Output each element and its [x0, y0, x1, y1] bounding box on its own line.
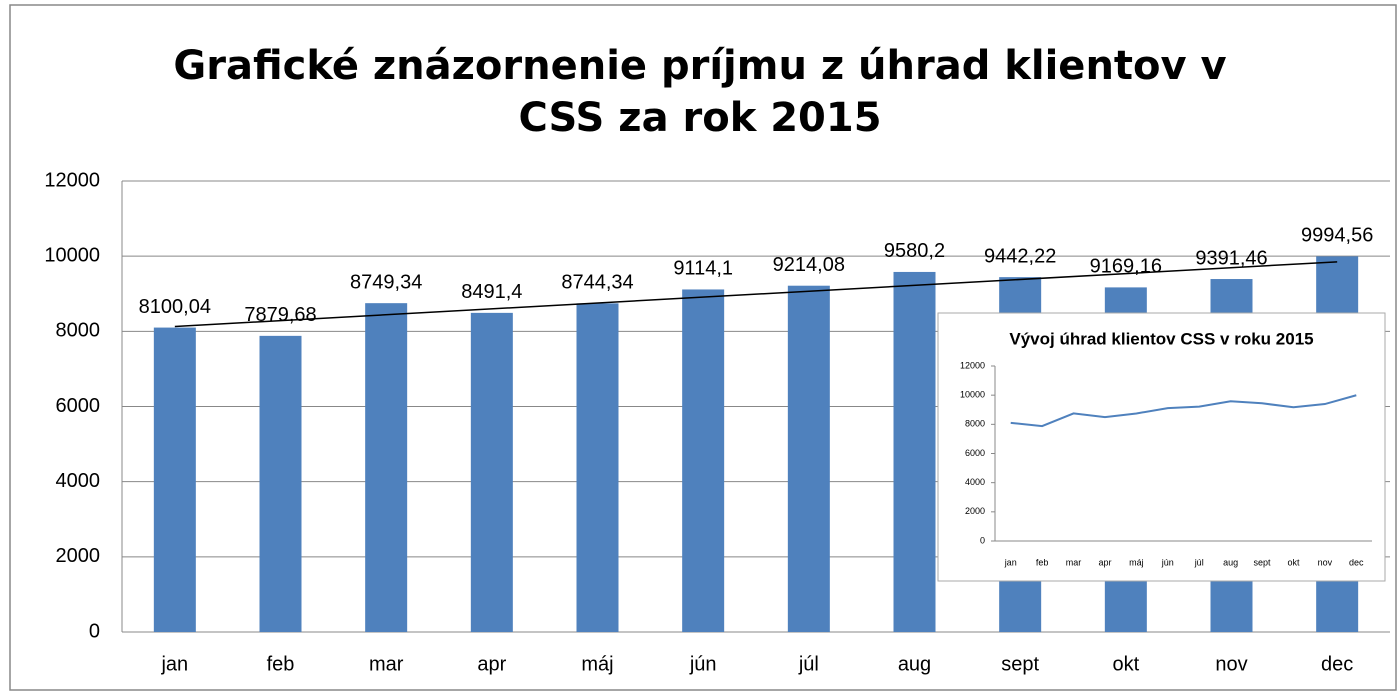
- data-label: 8744,34: [561, 272, 633, 294]
- x-tick-label: apr: [1098, 557, 1111, 567]
- inset-background: [937, 312, 1386, 582]
- x-tick-label: dec: [1321, 653, 1353, 675]
- data-label: 9580,2: [884, 240, 945, 262]
- bar: [470, 312, 513, 632]
- data-label: 9994,56: [1301, 225, 1373, 247]
- data-label: 9442,22: [984, 245, 1056, 267]
- x-tick-label: nov: [1318, 557, 1333, 567]
- data-label: 9214,08: [773, 254, 845, 276]
- y-tick-label: 2000: [56, 545, 101, 567]
- y-tick-label: 6000: [965, 448, 985, 458]
- bar: [893, 271, 936, 632]
- bar: [576, 303, 619, 632]
- data-label: 8100,04: [139, 296, 211, 318]
- chart-title: Grafické znázornenie príjmu z úhrad klie…: [173, 43, 1227, 141]
- bar: [787, 285, 830, 632]
- y-tick-label: 10000: [44, 244, 100, 266]
- x-tick-label: jan: [1004, 557, 1017, 567]
- data-label: 8749,34: [350, 271, 422, 293]
- bar: [682, 289, 725, 632]
- y-tick-label: 0: [89, 620, 100, 642]
- x-tick-label: máj: [581, 653, 613, 675]
- y-tick-label: 2000: [965, 506, 985, 516]
- x-tick-label: jan: [160, 653, 188, 675]
- x-tick-label: sept: [1254, 557, 1272, 567]
- x-tick-label: dec: [1349, 557, 1364, 567]
- data-label: 7879,68: [244, 304, 316, 326]
- x-tick-label: nov: [1215, 653, 1247, 675]
- y-tick-label: 12000: [960, 360, 985, 370]
- line-series: [1010, 394, 1357, 428]
- y-tick-label: 4000: [965, 477, 985, 487]
- data-label: 9169,16: [1090, 256, 1162, 278]
- x-tick-label: aug: [1223, 557, 1238, 567]
- x-tick-label: feb: [1036, 557, 1049, 567]
- bar: [259, 335, 302, 632]
- y-tick-label: 8000: [965, 419, 985, 429]
- data-label: 9114,1: [673, 258, 733, 280]
- x-tick-label: júl: [798, 653, 819, 675]
- y-tick-label: 0: [980, 535, 985, 545]
- bar: [365, 303, 408, 632]
- y-tick-label: 10000: [960, 390, 985, 400]
- data-label: 8491,4: [461, 281, 522, 303]
- trend-line: [174, 261, 1338, 328]
- y-tick-label: 6000: [56, 395, 101, 417]
- x-tick-label: jún: [689, 653, 717, 675]
- y-tick-label: 8000: [56, 320, 101, 342]
- y-tick-label: 12000: [44, 169, 100, 191]
- x-tick-label: sept: [1001, 653, 1039, 675]
- x-tick-label: mar: [1066, 557, 1082, 567]
- x-tick-label: apr: [477, 653, 506, 675]
- y-tick-label: 4000: [56, 470, 101, 492]
- x-tick-label: júl: [1194, 557, 1204, 567]
- data-label: 9391,46: [1195, 247, 1267, 269]
- x-tick-label: jún: [1161, 557, 1174, 567]
- x-tick-label: mar: [369, 653, 404, 675]
- x-tick-label: feb: [267, 653, 295, 675]
- x-tick-label: okt: [1287, 557, 1300, 567]
- inset-title: Vývoj úhrad klientov CSS v roku 2015: [1009, 329, 1313, 348]
- x-tick-label: aug: [898, 653, 931, 675]
- x-tick-label: máj: [1129, 557, 1144, 567]
- bar: [153, 327, 196, 632]
- x-tick-label: okt: [1112, 653, 1139, 675]
